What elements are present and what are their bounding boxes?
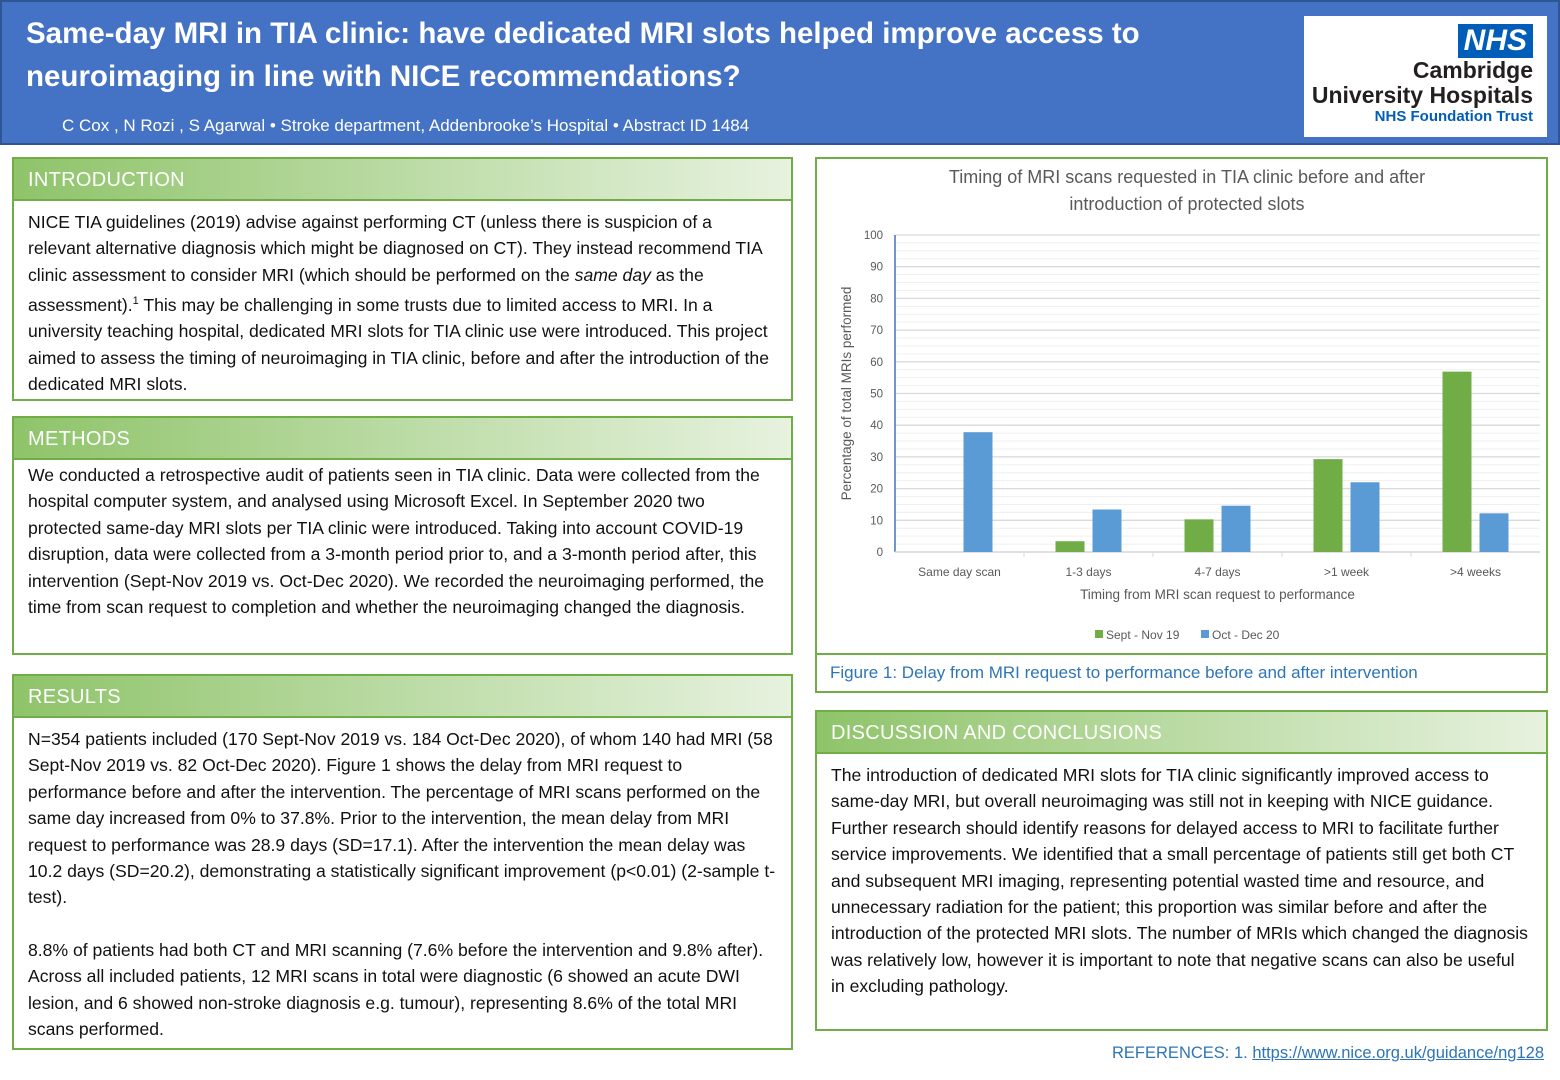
x-axis-label: Timing from MRI scan request to performa…	[1080, 587, 1355, 602]
references: REFERENCES: 1. https://www.nice.org.uk/g…	[1112, 1044, 1544, 1063]
legend-label: Sept - Nov 19	[1106, 628, 1180, 642]
x-tick-label: 1-3 days	[1065, 565, 1111, 579]
nhs-logo: NHS Cambridge University Hospitals NHS F…	[1304, 16, 1547, 137]
results-section: RESULTS N=354 patients included (170 Sep…	[12, 674, 793, 1050]
nhs-mark: NHS	[1457, 24, 1533, 58]
introduction-heading: INTRODUCTION	[14, 159, 791, 201]
y-tick-label: 100	[864, 230, 883, 242]
chart-title: Timing of MRI scans requested in TIA cli…	[949, 167, 1425, 187]
discussion-heading: DISCUSSION AND CONCLUSIONS	[817, 712, 1546, 754]
y-tick-label: 20	[870, 484, 883, 496]
bar-sept-nov-19	[1184, 519, 1214, 552]
discussion-section: DISCUSSION AND CONCLUSIONS The introduct…	[815, 710, 1548, 1031]
bar-oct-dec-20	[963, 432, 993, 552]
methods-body: We conducted a retrospective audit of pa…	[28, 465, 765, 618]
y-tick-label: 90	[870, 262, 883, 274]
bar-oct-dec-20	[1479, 513, 1509, 552]
poster-title: Same-day MRI in TIA clinic: have dedicat…	[26, 17, 1140, 93]
y-tick-label: 70	[870, 325, 883, 337]
x-tick-label: >1 week	[1324, 565, 1370, 579]
y-tick-label: 50	[870, 389, 883, 401]
intro-text: as the assessment).	[28, 264, 704, 316]
logo-line3: NHS Foundation Trust	[1374, 108, 1533, 125]
legend-swatch	[1201, 630, 1209, 638]
y-tick-label: 30	[870, 452, 883, 464]
y-tick-label: 0	[877, 547, 883, 559]
bar-chart: Timing of MRI scans requested in TIA cli…	[839, 167, 1540, 642]
bar-oct-dec-20	[1092, 509, 1122, 552]
intro-emphasis: same day	[574, 264, 651, 285]
legend-swatch	[1095, 630, 1103, 638]
introduction-body: NICE TIA guidelines (2019) advise agains…	[14, 201, 791, 406]
results-body: N=354 patients included (170 Sept-Nov 20…	[14, 718, 791, 1050]
y-tick-label: 10	[870, 515, 883, 527]
y-tick-label: 60	[870, 357, 883, 369]
legend-label: Oct - Dec 20	[1212, 628, 1280, 642]
reference-link[interactable]: https://www.nice.org.uk/guidance/ng128	[1252, 1044, 1544, 1062]
figure-caption: Figure 1: Delay from MRI request to perf…	[817, 653, 1546, 691]
intro-text: NICE TIA guidelines (2019) advise agains…	[28, 212, 762, 285]
methods-heading: METHODS	[14, 418, 791, 460]
y-tick-label: 40	[870, 420, 883, 432]
bar-sept-nov-19	[1055, 541, 1085, 552]
bar-sept-nov-19	[1313, 459, 1343, 552]
results-heading: RESULTS	[14, 676, 791, 718]
intro-text: This may be challenging in some trusts d…	[28, 295, 769, 395]
logo-line2: University Hospitals	[1311, 82, 1533, 108]
x-tick-label: >4 weeks	[1450, 565, 1501, 579]
poster-header: Same-day MRI in TIA clinic: have dedicat…	[0, 0, 1560, 145]
citation-marker: 1	[132, 295, 139, 308]
figure-1: Timing of MRI scans requested in TIA cli…	[815, 157, 1548, 693]
logo-line1: Cambridge	[1412, 57, 1533, 83]
x-tick-label: Same day scan	[918, 565, 1001, 579]
chart-title: introduction of protected slots	[1069, 194, 1304, 214]
results-paragraph-2: 8.8% of patients had both CT and MRI sca…	[28, 939, 764, 1040]
discussion-body: The introduction of dedicated MRI slots …	[831, 765, 1528, 997]
x-tick-label: 4-7 days	[1194, 565, 1240, 579]
results-paragraph-1: N=354 patients included (170 Sept-Nov 20…	[28, 729, 776, 908]
y-tick-label: 80	[870, 293, 883, 305]
methods-section: METHODS We conducted a retrospective aud…	[12, 416, 793, 655]
bar-sept-nov-19	[1442, 371, 1472, 552]
y-axis-label: Percentage of total MRIs performed	[839, 287, 854, 501]
bar-oct-dec-20	[1221, 505, 1251, 552]
introduction-section: INTRODUCTION NICE TIA guidelines (2019) …	[12, 157, 793, 401]
bar-oct-dec-20	[1350, 482, 1380, 552]
references-label: REFERENCES: 1.	[1112, 1044, 1253, 1062]
authors-line: C Cox , N Rozi , S Agarwal • Stroke depa…	[62, 116, 750, 135]
